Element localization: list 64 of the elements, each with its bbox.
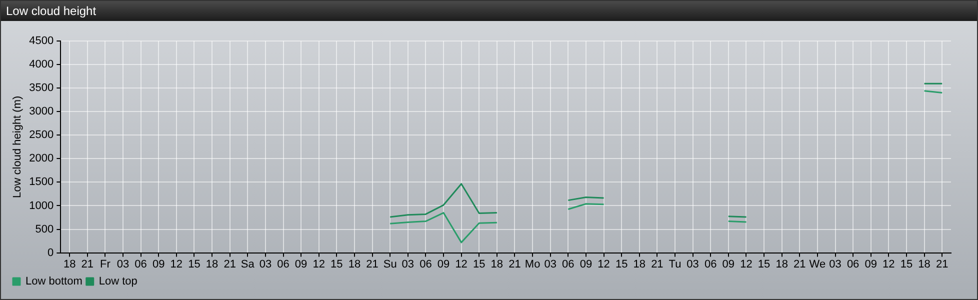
x-tick-label: Sa [240, 258, 256, 270]
x-tick-label: 18 [776, 258, 788, 270]
x-tick-label: 21 [651, 258, 664, 270]
x-tick-label: 12 [740, 258, 752, 270]
x-tick-label: Su [383, 258, 397, 270]
legend-label: Low bottom [26, 276, 82, 288]
x-tick-label: Tu [668, 258, 682, 270]
x-tick-label: 15 [615, 258, 628, 270]
y-tick-label: 2000 [29, 152, 54, 165]
x-tick-label: 09 [722, 258, 735, 270]
x-tick-label: 03 [829, 258, 842, 270]
x-tick-label: 09 [294, 258, 308, 270]
x-tick-label: 18 [63, 258, 76, 270]
x-tick-label: 12 [455, 258, 468, 270]
y-tick-label: 1500 [29, 176, 54, 188]
y-tick-label: 3000 [29, 106, 54, 118]
x-tick-label: 09 [864, 258, 877, 270]
x-tick-label: 21 [224, 258, 236, 270]
x-tick-label: Mo [524, 258, 540, 270]
x-tick-label: 15 [330, 258, 343, 270]
x-tick-label: 03 [259, 258, 272, 270]
y-tick-label: 4500 [29, 35, 54, 48]
x-tick-label: 06 [704, 258, 717, 270]
x-tick-label: 12 [170, 258, 183, 270]
y-tick-label: 500 [35, 223, 54, 236]
x-tick-label: 09 [152, 258, 165, 270]
x-tick-label: 03 [686, 258, 699, 270]
x-tick-label: 12 [312, 258, 325, 270]
x-tick-label: 15 [758, 258, 770, 270]
x-tick-label: 18 [633, 258, 646, 270]
x-tick-label: 06 [277, 258, 290, 270]
x-tick-label: 21 [936, 258, 948, 270]
x-tick-label: 06 [846, 258, 860, 270]
y-tick-label: 2500 [29, 129, 54, 142]
x-tick-label: 18 [918, 258, 930, 270]
x-tick-label: 21 [366, 258, 378, 270]
chart-title: Low cloud height [1, 1, 977, 21]
x-tick-label: 12 [598, 258, 610, 270]
x-tick-label: 06 [420, 258, 432, 270]
x-tick-label: 09 [580, 258, 592, 270]
y-axis-title: Low cloud height (m) [12, 96, 24, 198]
x-tick-label: 21 [794, 258, 806, 270]
x-tick-label: 03 [116, 258, 130, 270]
y-tick-label: 0 [48, 246, 54, 259]
x-tick-label: 15 [900, 258, 913, 270]
x-tick-label: 06 [134, 258, 147, 270]
y-tick-label: 3500 [29, 82, 54, 94]
x-tick-label: 15 [188, 258, 200, 270]
x-tick-label: 06 [562, 258, 574, 270]
x-tick-label: Fr [100, 258, 111, 270]
x-tick-label: 09 [437, 258, 450, 270]
x-tick-label: 18 [348, 258, 361, 270]
x-tick-label: 03 [544, 258, 556, 270]
x-tick-label: 21 [508, 258, 521, 270]
x-tick-label: 18 [206, 258, 218, 270]
x-tick-label: 12 [882, 258, 895, 270]
x-tick-label: 18 [490, 258, 504, 270]
x-tick-label: 03 [402, 258, 414, 270]
x-tick-label: 15 [473, 258, 486, 270]
y-tick-label: 1000 [29, 200, 54, 212]
x-tick-label: 21 [81, 258, 94, 270]
y-tick-label: 4000 [29, 58, 54, 71]
x-tick-label: We [809, 258, 826, 270]
legend-label: Low top [98, 276, 138, 288]
